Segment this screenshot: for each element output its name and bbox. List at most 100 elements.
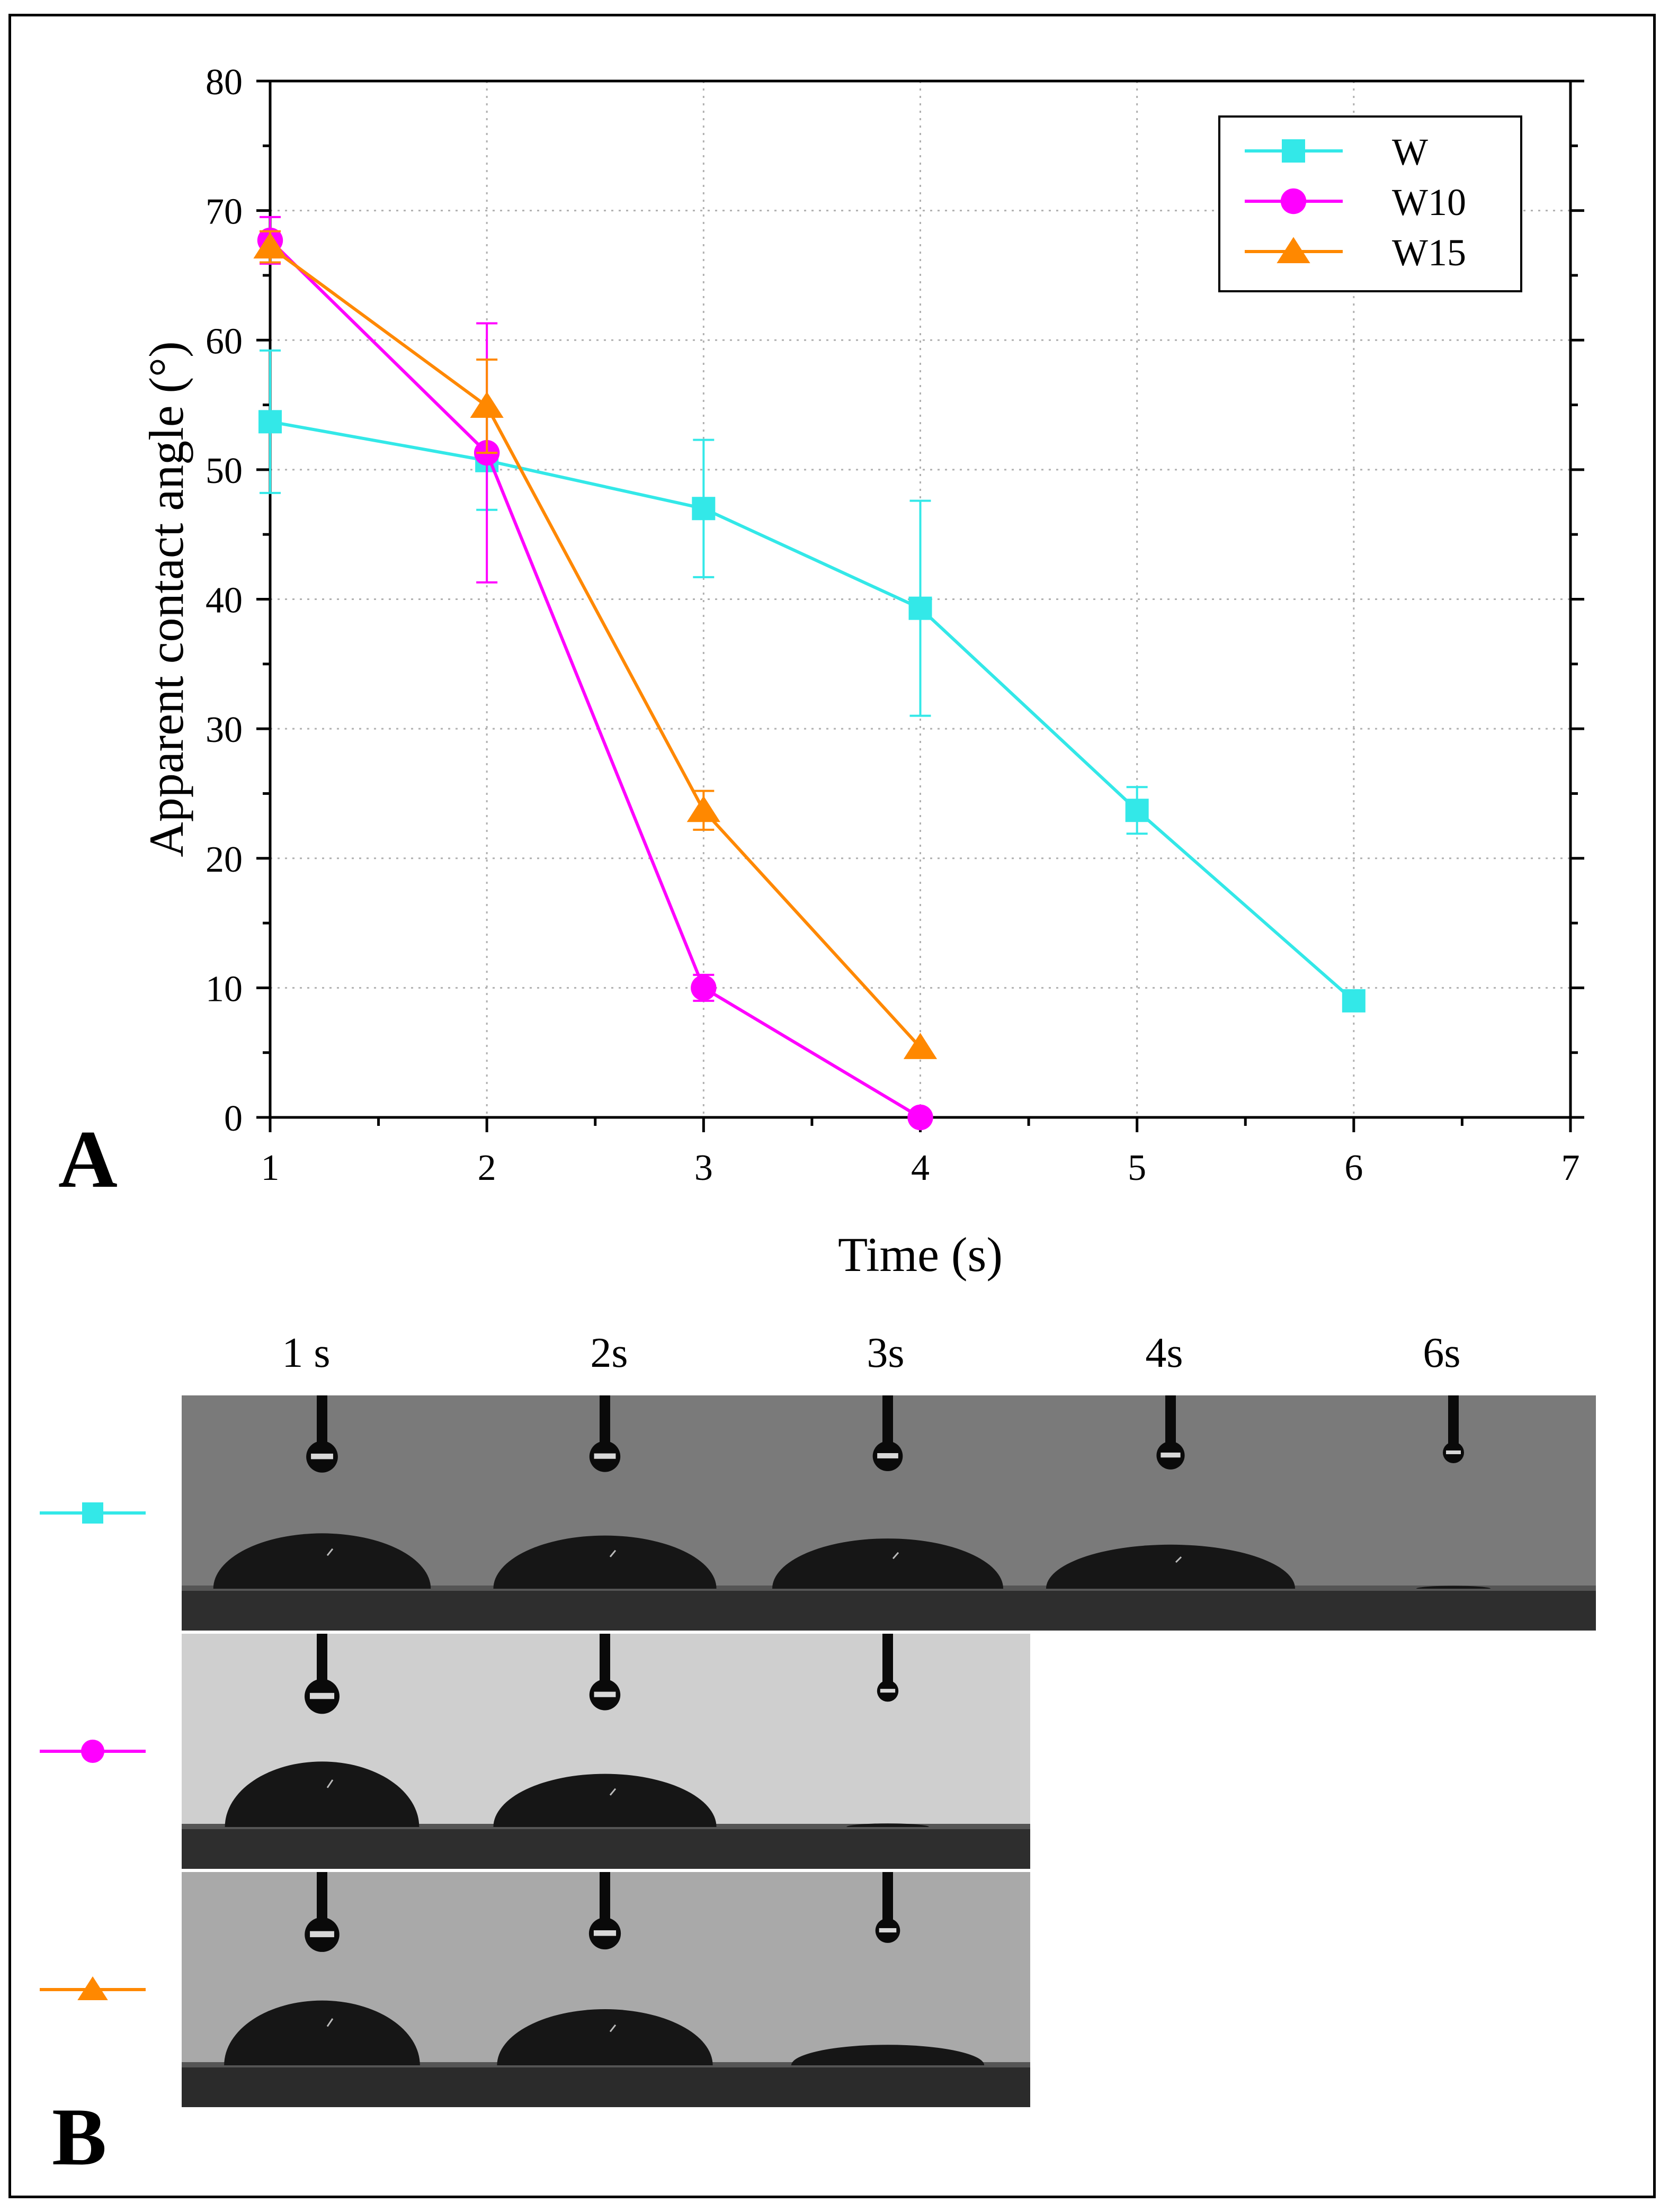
substrate xyxy=(182,2065,465,2107)
row-key-marker xyxy=(77,1976,108,2000)
series-line-w xyxy=(270,420,1355,1002)
x-tick-label: 5 xyxy=(1128,1148,1146,1188)
substrate xyxy=(182,1589,465,1631)
legend-label: W10 xyxy=(1392,181,1466,223)
x-tick-label: 1 xyxy=(261,1148,280,1188)
sessile-droplet xyxy=(1046,1544,1296,1589)
droplet-photo-w-2 xyxy=(465,1395,747,1631)
droplet-glint xyxy=(609,2024,617,2032)
sessile-droplet xyxy=(791,2045,985,2065)
legend: W W10 W15 xyxy=(1218,115,1522,292)
y-tick-label: 0 xyxy=(224,1098,243,1139)
x-tick-label: 3 xyxy=(694,1148,713,1188)
droplet-svg xyxy=(182,1395,465,1631)
panel-a-label: A xyxy=(58,1114,118,1205)
pendant-highlight xyxy=(880,1689,896,1693)
droplet-svg xyxy=(747,1872,1030,2107)
data-point xyxy=(692,497,716,521)
row-key-marker xyxy=(82,1502,103,1524)
row-key-marker xyxy=(81,1740,104,1763)
column-label-4s: 4s xyxy=(1145,1330,1183,1376)
substrate xyxy=(1030,1589,1313,1631)
series-w15 xyxy=(253,230,938,1059)
droplet-svg xyxy=(182,1872,465,2107)
y-tick-label: 30 xyxy=(206,710,243,750)
legend-label: W15 xyxy=(1392,231,1466,274)
pendant-highlight xyxy=(594,1691,616,1697)
pendant-highlight xyxy=(593,1930,617,1936)
column-label-6s: 6s xyxy=(1423,1330,1461,1376)
droplet-svg xyxy=(1313,1395,1596,1631)
substrate xyxy=(747,2065,1030,2107)
sessile-droplet xyxy=(1416,1586,1491,1589)
column-label-3s: 3s xyxy=(867,1330,905,1376)
needle xyxy=(317,1634,327,1682)
droplet-photo-w-1 xyxy=(182,1395,465,1631)
x-tick-label: 7 xyxy=(1561,1148,1580,1188)
x-axis-title: Time (s) xyxy=(838,1228,1003,1282)
series-w xyxy=(258,349,1365,1013)
droplet-photo-w15-2 xyxy=(465,1872,747,2107)
panel-b-label: B xyxy=(52,2091,107,2182)
droplet-svg xyxy=(1030,1395,1313,1631)
droplet-glint xyxy=(609,1550,617,1557)
column-label-2s: 2s xyxy=(590,1330,628,1376)
y-tick-label: 10 xyxy=(206,969,243,1009)
data-point xyxy=(691,975,717,1001)
substrate xyxy=(747,1589,1030,1631)
pendant-highlight xyxy=(311,1453,333,1459)
y-tick-label: 50 xyxy=(206,451,243,491)
legend-marker xyxy=(1282,139,1305,163)
needle xyxy=(1448,1395,1459,1444)
substrate xyxy=(465,1589,747,1631)
sessile-droplet xyxy=(224,2000,420,2065)
legend-marker xyxy=(1280,188,1307,214)
series-line-w15 xyxy=(269,245,922,1049)
droplet-svg xyxy=(465,1395,747,1631)
y-tick-label: 80 xyxy=(206,62,243,103)
y-tick-label: 40 xyxy=(206,580,243,621)
droplet-glint xyxy=(892,1552,899,1560)
droplet-photo-w10-3 xyxy=(747,1634,1030,1869)
droplet-svg xyxy=(465,1872,747,2107)
substrate xyxy=(465,2065,747,2107)
needle xyxy=(600,1395,610,1444)
sessile-droplet xyxy=(497,2009,713,2065)
column-label-1s: 1 s xyxy=(282,1330,331,1376)
droplet-photo-w10-2 xyxy=(465,1634,747,1869)
pendant-highlight xyxy=(877,1453,898,1458)
data-point xyxy=(686,795,720,822)
droplet-glint xyxy=(326,2018,334,2027)
pendant-highlight xyxy=(309,1692,335,1699)
x-tick-label: 2 xyxy=(478,1148,496,1188)
sessile-droplet xyxy=(846,1823,929,1827)
data-point xyxy=(903,1033,938,1059)
needle xyxy=(882,1634,893,1682)
data-point xyxy=(1342,989,1365,1013)
needle xyxy=(1165,1395,1176,1444)
droplet-glint xyxy=(609,1788,617,1796)
substrate xyxy=(1313,1589,1596,1631)
series-w10 xyxy=(257,216,933,1131)
droplet-photo-w15-1 xyxy=(182,1872,465,2107)
legend-label: W xyxy=(1392,131,1428,173)
sessile-droplet xyxy=(493,1535,717,1589)
figure-frame xyxy=(8,14,1656,2198)
substrate xyxy=(747,1827,1030,1869)
data-point xyxy=(908,596,932,620)
row-key-w10 xyxy=(40,1740,146,1763)
droplet-svg xyxy=(465,1634,747,1869)
needle xyxy=(317,1872,327,1921)
data-point xyxy=(470,391,504,418)
droplet-glint xyxy=(326,1548,334,1556)
sessile-droplet xyxy=(213,1533,431,1589)
droplet-photo-w10-1 xyxy=(182,1634,465,1869)
data-point xyxy=(253,232,287,259)
sessile-droplet xyxy=(225,1761,420,1827)
sessile-droplet xyxy=(493,1774,717,1827)
y-axis-title: Apparent contact angle (°) xyxy=(139,341,193,857)
y-tick-label: 20 xyxy=(206,839,243,880)
needle xyxy=(600,1634,610,1682)
needle xyxy=(882,1395,893,1444)
